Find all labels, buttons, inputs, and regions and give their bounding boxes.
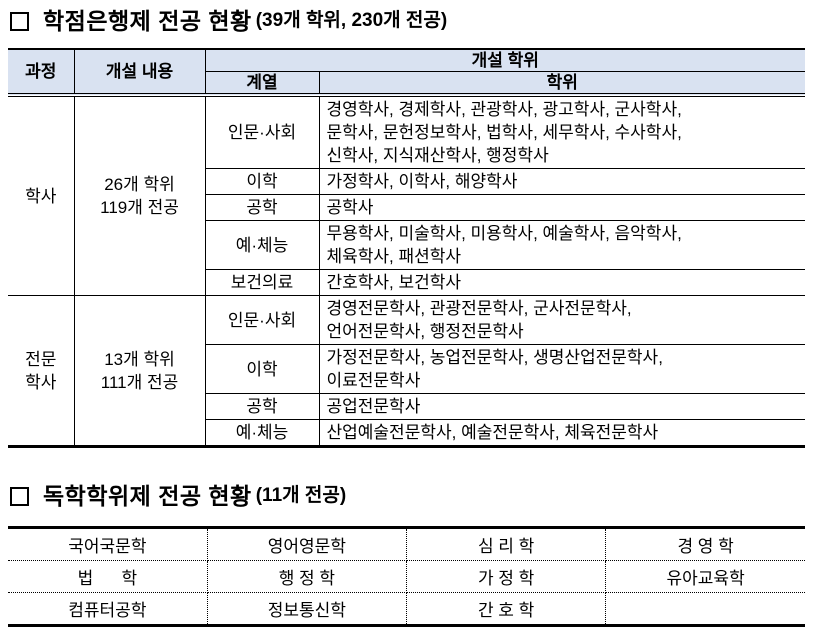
major-cell: 유아교육학 [605,560,805,593]
major-cell [605,592,805,626]
major-cell: 영어영문학 [206,527,408,561]
category-cell: 이학 [204,168,320,195]
degrees-cell: 가정학사, 이학사, 해양학사 [318,168,805,195]
degrees-cell: 산업예술전문학사, 예술전문학사, 체육전문학사 [318,419,805,447]
major-row: 법 학 행 정 학 가 정 학 유아교육학 [8,560,805,593]
self-study-title-count: (11개 전공) [255,485,347,506]
content-cell: 26개 학위 119개 전공 [73,94,206,296]
degree-row: 이학 가정학사, 이학사, 해양학사 [8,168,805,195]
degree-row: 학사 26개 학위 119개 전공 인문·사회 경영학사, 경제학사, 관광학사… [8,94,805,296]
square-bullet-icon [10,11,29,31]
credit-bank-table: 과정 개설 내용 개설 학위 계열 학위 학사 26개 학위 119개 전공 인… [8,48,805,448]
degrees-cell: 공학사 [318,194,805,221]
degree-row: 공학 공학사 [8,194,805,221]
self-study-title-text: 독학학위제 전공 현황 [43,483,252,509]
content-cell: 13개 학위 111개 전공 [73,295,206,447]
self-study-title: 독학학위제 전공 현황 (11개 전공) [10,481,805,511]
credit-bank-title: 학점은행제 전공 현황 (39개 학위, 230개 전공) [10,6,805,36]
category-cell: 인문·사회 [204,295,320,345]
degrees-cell: 간호학사, 보건학사 [318,269,805,296]
major-cell: 법 학 [8,560,208,593]
major-cell: 심 리 학 [405,527,607,561]
degree-row: 보건의료 간호학사, 보건학사 [8,269,805,296]
major-cell: 컴퓨터공학 [8,592,208,626]
self-study-table: 국어국문학 영어영문학 심 리 학 경 영 학 법 학 행 정 학 가 정 학 … [8,526,805,627]
category-cell: 이학 [204,344,320,394]
degree-row: 예·체능 산업예술전문학사, 예술전문학사, 체육전문학사 [8,419,805,447]
major-cell: 국어국문학 [8,527,208,561]
category-cell: 공학 [204,194,320,221]
col-header-content: 개설 내용 [73,48,206,97]
major-row: 컴퓨터공학 정보통신학 간 호 학 [8,592,805,626]
major-cell: 정보통신학 [206,592,408,626]
major-cell: 행 정 학 [206,560,408,593]
degree-row: 예·체능 무용학사, 미술학사, 미용학사, 예술학사, 음악학사, 체육학사,… [8,220,805,270]
col-header-degree-group: 개설 학위 [204,48,805,72]
major-cell: 간 호 학 [405,592,607,626]
credit-bank-title-text: 학점은행제 전공 현황 [43,8,252,34]
section-associate: 전문 학사 13개 학위 111개 전공 인문·사회 경영전문학사, 관광전문학… [8,295,805,447]
degrees-cell: 무용학사, 미술학사, 미용학사, 예술학사, 음악학사, 체육학사, 패션학사 [318,220,805,270]
header-row-2: 계열 학위 [8,71,805,97]
degree-row: 전문 학사 13개 학위 111개 전공 인문·사회 경영전문학사, 관광전문학… [8,295,805,447]
col-header-degree: 학위 [318,71,805,97]
major-cell: 경 영 학 [605,527,805,561]
category-cell: 보건의료 [204,269,320,296]
section-bachelor: 학사 26개 학위 119개 전공 인문·사회 경영학사, 경제학사, 관광학사… [8,94,805,296]
degrees-cell: 경영전문학사, 관광전문학사, 군사전문학사, 언어전문학사, 행정전문학사 [318,295,805,345]
major-row: 국어국문학 영어영문학 심 리 학 경 영 학 [8,527,805,561]
course-cell: 전문 학사 [8,295,75,447]
degrees-cell: 공업전문학사 [318,393,805,420]
category-cell: 공학 [204,393,320,420]
major-cell: 가 정 학 [405,560,607,593]
degrees-cell: 경영학사, 경제학사, 관광학사, 광고학사, 군사학사, 문학사, 문헌정보학… [318,94,805,169]
credit-bank-title-count: (39개 학위, 230개 전공) [255,10,448,31]
category-cell: 예·체능 [204,220,320,270]
degree-row: 이학 가정전문학사, 농업전문학사, 생명산업전문학사, 이료전문학사 [8,344,805,394]
course-cell: 학사 [8,94,75,296]
col-header-course: 과정 [8,48,75,97]
category-cell: 예·체능 [204,419,320,447]
degree-row: 공학 공업전문학사 [8,393,805,420]
degrees-cell: 가정전문학사, 농업전문학사, 생명산업전문학사, 이료전문학사 [318,344,805,394]
col-header-category: 계열 [204,71,320,97]
header-row-1: 과정 개설 내용 개설 학위 [8,48,805,97]
category-cell: 인문·사회 [204,94,320,169]
square-bullet-icon [10,486,29,506]
